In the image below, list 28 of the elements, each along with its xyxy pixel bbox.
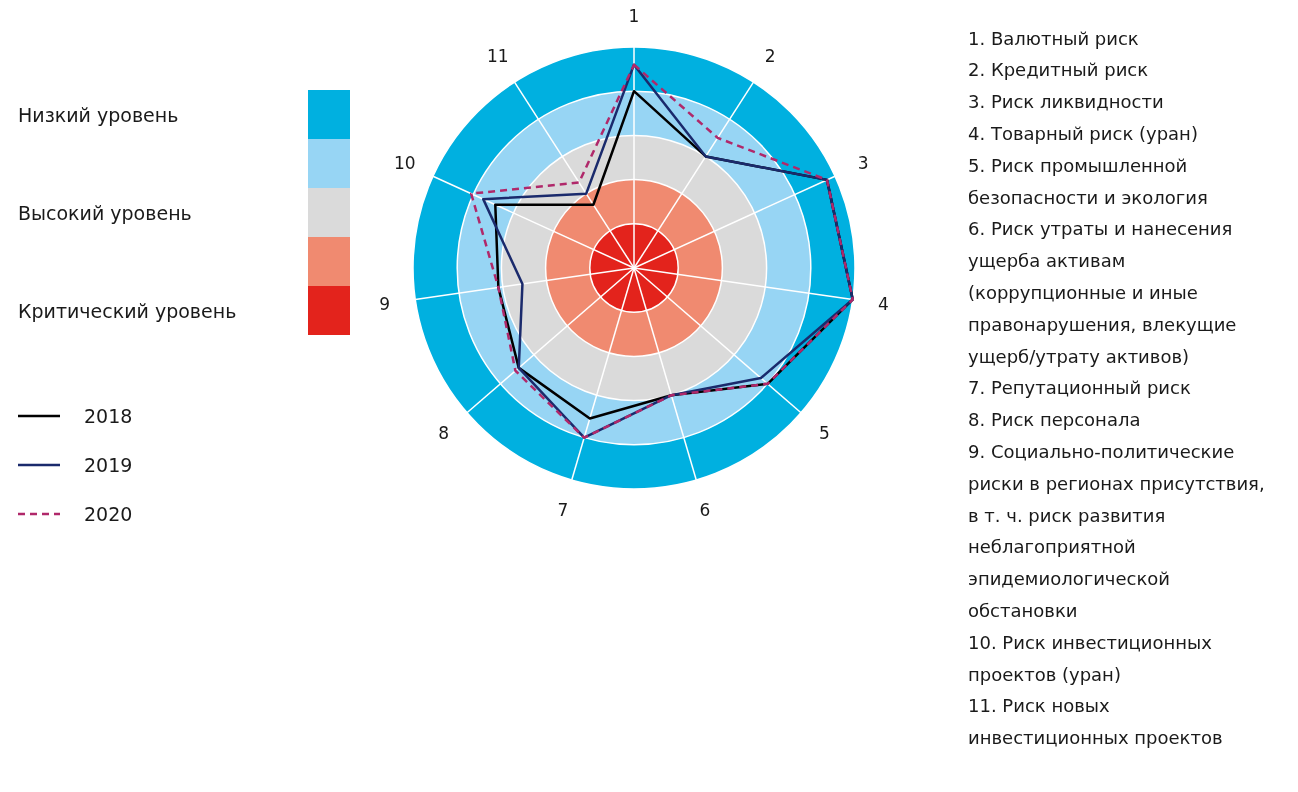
spoke-label: 8 (438, 422, 450, 443)
text: 4. Товарный риск (уран) (968, 122, 1198, 144)
spoke-label: 10 (394, 153, 416, 174)
spoke-label: 11 (486, 46, 509, 67)
text: 7. Репутационный риск (968, 377, 1191, 399)
text: Критический уровень (18, 300, 237, 322)
spoke-label: 6 (699, 499, 711, 520)
text: 6. Риск утраты и нанесения ущерба активам (коррупционные и иные правонарушения, влекущие ущерб/утрату активов) (968, 218, 1237, 367)
text: 3. Риск ликвидности (968, 91, 1164, 113)
spoke-label: 5 (818, 422, 830, 443)
text: 10. Риск инвестиционных проектов (уран) (968, 631, 1213, 685)
legend-label: 2018 (84, 405, 133, 427)
text: 2. Кредитный риск (968, 59, 1149, 81)
legend-label: 2020 (84, 503, 133, 525)
text: 1. Валютный риск (968, 27, 1139, 49)
spoke-label: 7 (557, 499, 569, 520)
text: Высокий уровень (18, 202, 192, 224)
text: 8. Риск персонала (968, 409, 1141, 431)
spoke-label: 2 (764, 46, 776, 67)
text: Низкий уровень (18, 104, 179, 126)
text: 11. Риск новых инвестиционных проектов (968, 695, 1223, 749)
text: 9. Социально-политические риски в регионах присутствия, в т. ч. риск развития неблагоприятной эпидемиологической обстановки (968, 440, 1265, 621)
legend-label: 2019 (84, 454, 133, 476)
text: 5. Риск промышленной безопасности и экология (968, 154, 1208, 208)
spoke-label: 4 (877, 293, 889, 314)
spoke-label: 9 (379, 293, 391, 314)
spoke-label: 3 (857, 153, 869, 174)
spoke-label: 1 (628, 6, 640, 27)
